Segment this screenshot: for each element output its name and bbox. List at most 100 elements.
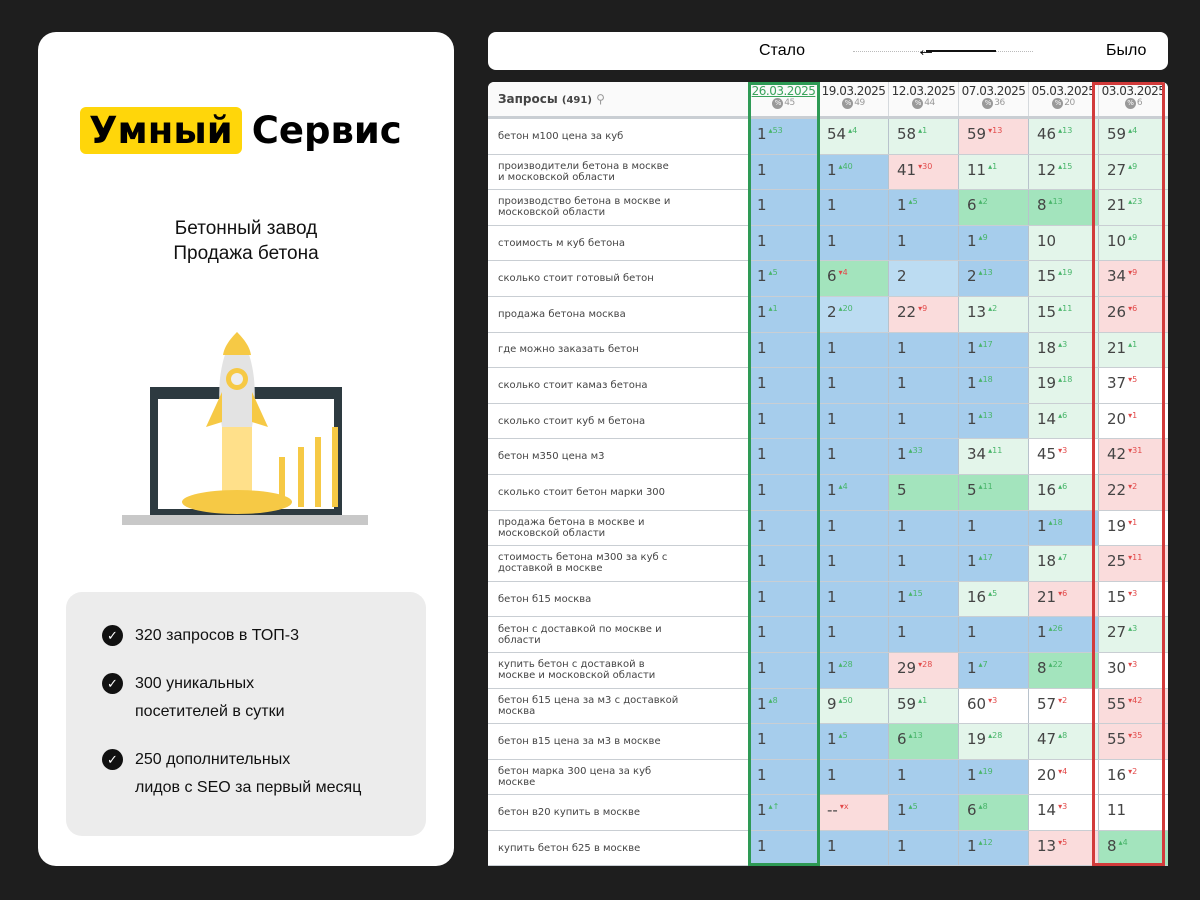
position-cell[interactable]: 1 bbox=[818, 332, 888, 368]
position-cell[interactable]: 1 bbox=[888, 759, 958, 795]
date-column-header[interactable]: 05.03.202520 bbox=[1028, 82, 1098, 116]
position-cell[interactable]: 1 bbox=[818, 368, 888, 403]
position-cell[interactable]: 15 bbox=[818, 724, 888, 759]
position-cell[interactable]: 183 bbox=[1028, 332, 1098, 368]
date-column-header[interactable]: 19.03.202549 bbox=[818, 82, 888, 116]
position-cell[interactable]: 1 bbox=[888, 368, 958, 403]
position-cell[interactable]: 191 bbox=[1098, 510, 1168, 546]
position-cell[interactable]: 220 bbox=[818, 296, 888, 332]
query-text[interactable]: сколько стоит бетон марки 300 bbox=[488, 474, 748, 510]
position-cell[interactable]: 1 bbox=[818, 830, 888, 866]
position-cell[interactable]: 1 bbox=[888, 332, 958, 368]
position-cell[interactable]: 11 bbox=[1098, 795, 1168, 830]
position-cell[interactable]: 1 bbox=[748, 830, 818, 866]
position-cell[interactable]: 1 bbox=[748, 332, 818, 368]
query-text[interactable]: купить бетон б25 в москве bbox=[488, 830, 748, 866]
position-cell[interactable]: 544 bbox=[818, 119, 888, 154]
position-cell[interactable]: 10 bbox=[1028, 225, 1098, 261]
position-cell[interactable]: 303 bbox=[1098, 652, 1168, 688]
position-cell[interactable]: 4231 bbox=[1098, 439, 1168, 474]
position-cell[interactable]: 84 bbox=[1098, 830, 1168, 866]
query-text[interactable]: купить бетон с доставкой в москве и моск… bbox=[488, 652, 748, 688]
position-cell[interactable]: 478 bbox=[1028, 724, 1098, 759]
position-cell[interactable]: 1 bbox=[748, 617, 818, 652]
position-cell[interactable]: 117 bbox=[958, 546, 1028, 581]
position-cell[interactable]: 613 bbox=[888, 724, 958, 759]
position-cell[interactable]: 1 bbox=[818, 759, 888, 795]
position-cell[interactable]: 2 bbox=[888, 261, 958, 296]
position-cell[interactable]: 2123 bbox=[1098, 190, 1168, 225]
position-cell[interactable]: 222 bbox=[1098, 474, 1168, 510]
position-cell[interactable]: 14 bbox=[818, 474, 888, 510]
query-text[interactable]: сколько стоит куб м бетона bbox=[488, 403, 748, 439]
position-cell[interactable]: 17 bbox=[958, 652, 1028, 688]
position-cell[interactable]: 115 bbox=[888, 581, 958, 617]
position-cell[interactable]: 140 bbox=[818, 154, 888, 190]
position-cell[interactable]: 165 bbox=[958, 581, 1028, 617]
query-text[interactable]: продажа бетона москва bbox=[488, 296, 748, 332]
position-cell[interactable]: 1 bbox=[818, 225, 888, 261]
position-cell[interactable]: 118 bbox=[958, 368, 1028, 403]
position-cell[interactable]: 1 bbox=[818, 439, 888, 474]
position-cell[interactable]: 1 bbox=[818, 403, 888, 439]
position-cell[interactable]: 18 bbox=[748, 688, 818, 724]
position-cell[interactable]: 1 bbox=[818, 190, 888, 225]
position-cell[interactable]: 1 bbox=[748, 546, 818, 581]
position-cell[interactable]: 1 bbox=[748, 225, 818, 261]
position-cell[interactable]: 1918 bbox=[1028, 368, 1098, 403]
position-cell[interactable]: 1 bbox=[818, 546, 888, 581]
position-cell[interactable]: 273 bbox=[1098, 617, 1168, 652]
position-cell[interactable]: 1215 bbox=[1028, 154, 1098, 190]
query-text[interactable]: бетон б15 цена за м3 с доставкой москва bbox=[488, 688, 748, 724]
position-cell[interactable]: 4130 bbox=[888, 154, 958, 190]
position-cell[interactable]: 216 bbox=[1028, 581, 1098, 617]
position-cell[interactable]: 5535 bbox=[1098, 724, 1168, 759]
position-cell[interactable]: 1 bbox=[958, 617, 1028, 652]
position-cell[interactable]: 117 bbox=[958, 332, 1028, 368]
position-cell[interactable]: 201 bbox=[1098, 403, 1168, 439]
position-cell[interactable]: 279 bbox=[1098, 154, 1168, 190]
query-text[interactable]: бетон в15 цена за м3 в москве bbox=[488, 724, 748, 759]
position-cell[interactable]: 266 bbox=[1098, 296, 1168, 332]
position-cell[interactable]: 3411 bbox=[958, 439, 1028, 474]
query-text[interactable]: бетон марка 300 цена за куб москве bbox=[488, 759, 748, 795]
position-cell[interactable]: 1 bbox=[748, 759, 818, 795]
position-cell[interactable]: 1 bbox=[748, 724, 818, 759]
position-cell[interactable]: 594 bbox=[1098, 119, 1168, 154]
position-cell[interactable]: 109 bbox=[1098, 225, 1168, 261]
position-cell[interactable]: 143 bbox=[1028, 795, 1098, 830]
query-text[interactable]: сколько стоит камаз бетона bbox=[488, 368, 748, 403]
position-cell[interactable]: 1 bbox=[888, 546, 958, 581]
position-cell[interactable]: 229 bbox=[888, 296, 958, 332]
position-cell[interactable]: 349 bbox=[1098, 261, 1168, 296]
position-cell[interactable]: 1 bbox=[748, 439, 818, 474]
position-cell[interactable]: 822 bbox=[1028, 652, 1098, 688]
position-cell[interactable]: 1 bbox=[818, 581, 888, 617]
position-cell[interactable]: 135 bbox=[1028, 830, 1098, 866]
position-cell[interactable]: 126 bbox=[1028, 617, 1098, 652]
position-cell[interactable]: 1928 bbox=[958, 724, 1028, 759]
position-cell[interactable]: 1 bbox=[748, 403, 818, 439]
position-cell[interactable]: --x bbox=[818, 795, 888, 830]
position-cell[interactable]: 1 bbox=[748, 190, 818, 225]
position-cell[interactable]: 1 bbox=[818, 510, 888, 546]
position-cell[interactable]: 64 bbox=[818, 261, 888, 296]
query-text[interactable]: где можно заказать бетон bbox=[488, 332, 748, 368]
date-column-header[interactable]: 12.03.202544 bbox=[888, 82, 958, 116]
position-cell[interactable]: 146 bbox=[1028, 403, 1098, 439]
position-cell[interactable]: 1 bbox=[888, 830, 958, 866]
date-column-header[interactable]: 26.03.202545 bbox=[748, 82, 818, 116]
position-cell[interactable]: 1 bbox=[888, 617, 958, 652]
position-cell[interactable]: 68 bbox=[958, 795, 1028, 830]
position-cell[interactable]: 4613 bbox=[1028, 119, 1098, 154]
position-cell[interactable]: 572 bbox=[1028, 688, 1098, 724]
position-cell[interactable]: 113 bbox=[958, 403, 1028, 439]
position-cell[interactable]: 133 bbox=[888, 439, 958, 474]
queries-header[interactable]: Запросы (491) ⚲ bbox=[488, 82, 748, 116]
position-cell[interactable]: 118 bbox=[1028, 510, 1098, 546]
position-cell[interactable]: 2511 bbox=[1098, 546, 1168, 581]
query-text[interactable]: бетон м100 цена за куб bbox=[488, 119, 748, 154]
position-cell[interactable]: 813 bbox=[1028, 190, 1098, 225]
position-cell[interactable]: 603 bbox=[958, 688, 1028, 724]
position-cell[interactable]: 5913 bbox=[958, 119, 1028, 154]
